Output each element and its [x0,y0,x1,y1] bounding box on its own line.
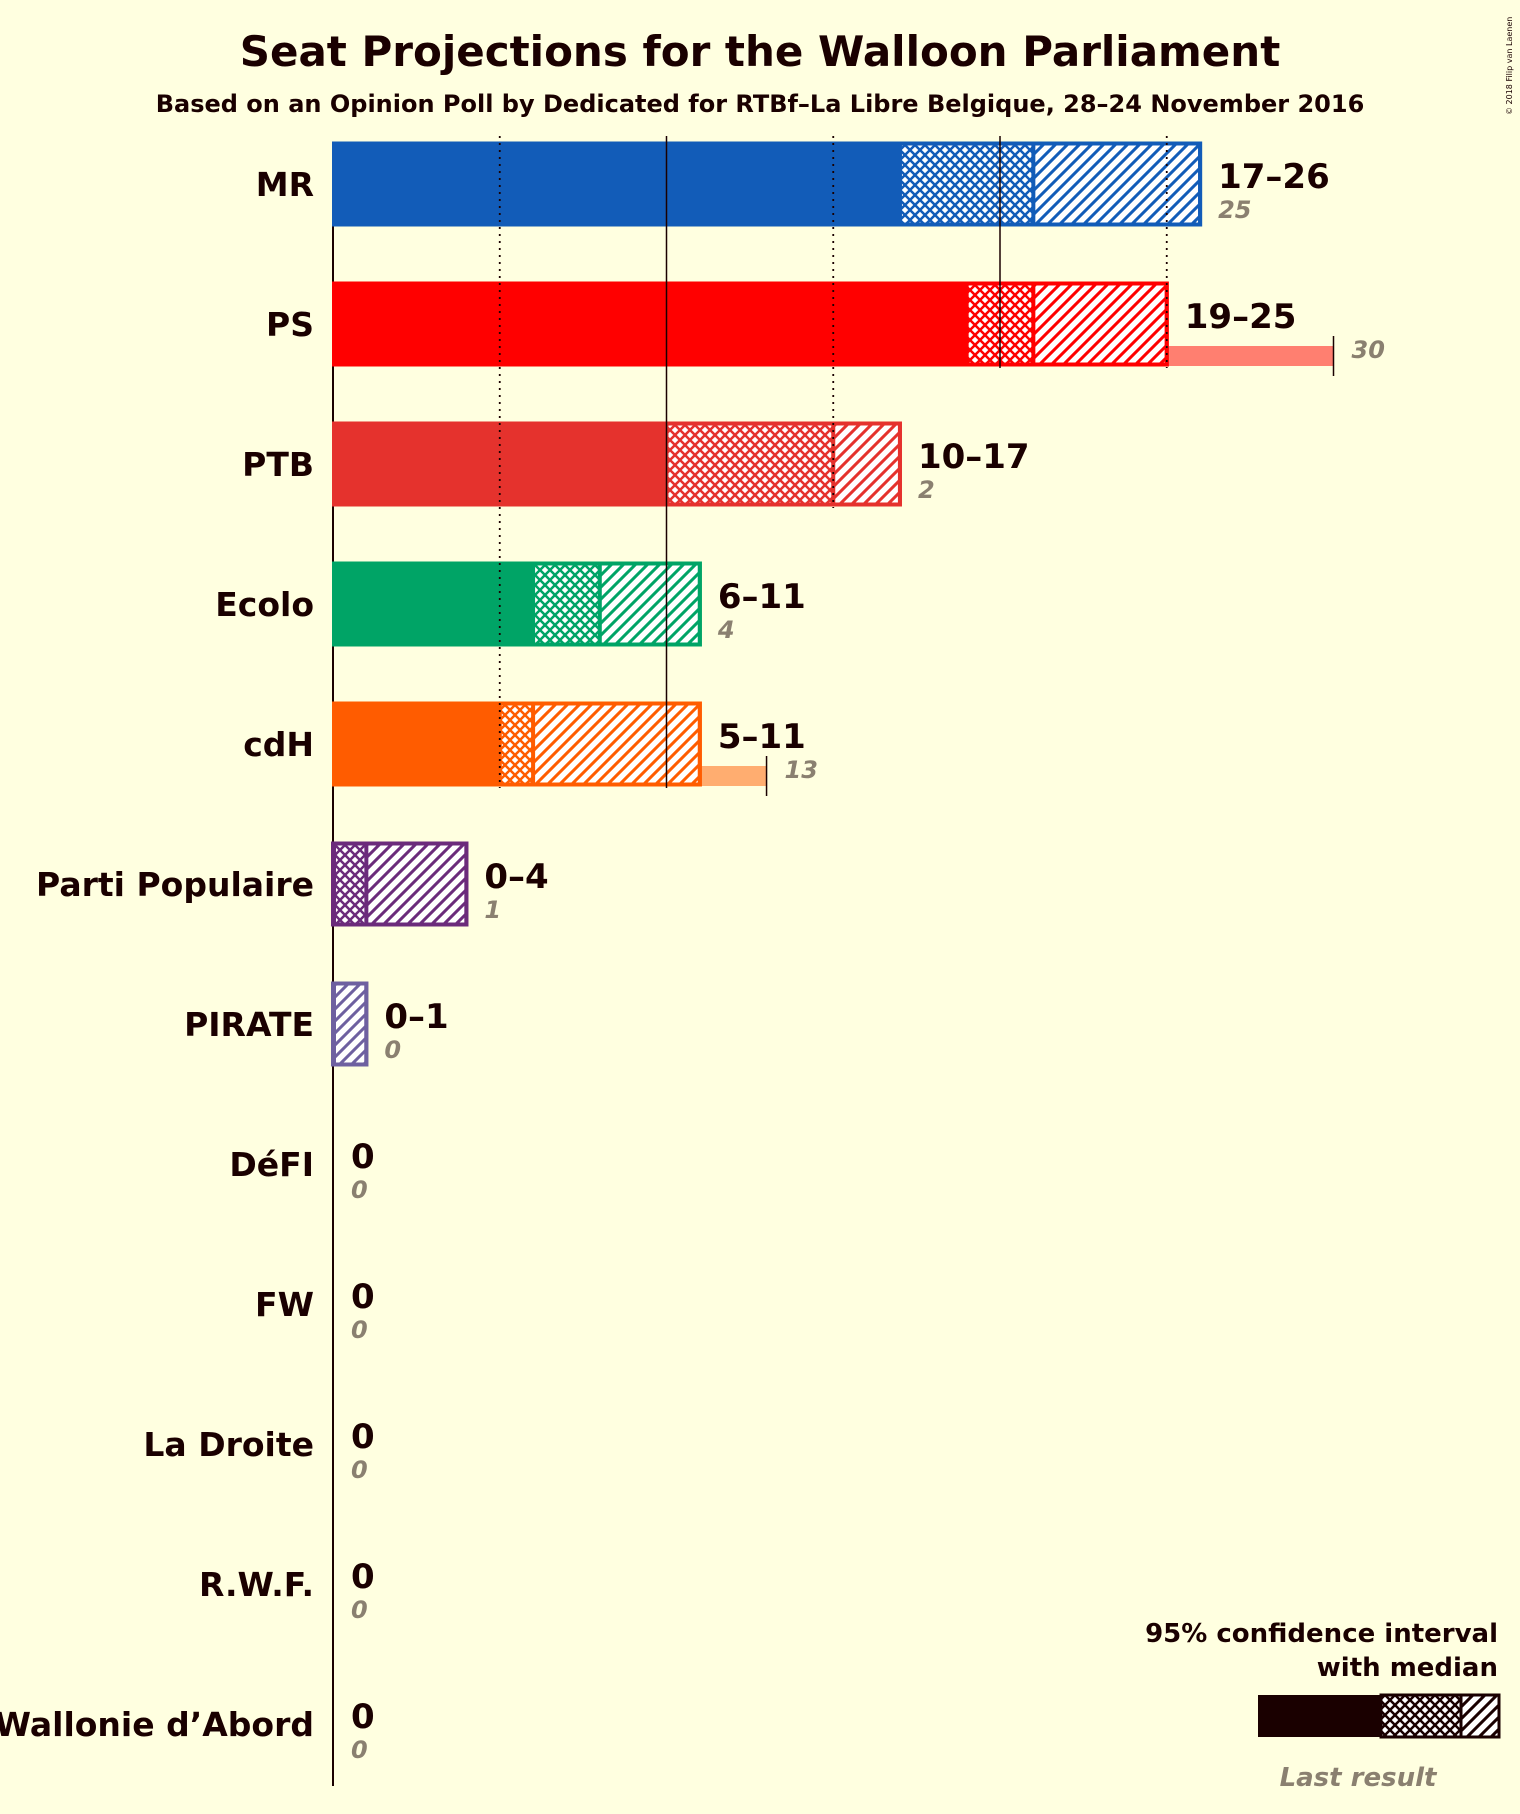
copyright-notice: © 2018 Filip van Laenen [1505,17,1514,115]
hatch-bar [1033,143,1201,225]
last-result-label: 1 [484,896,501,924]
party-row: PTB 10–172 [242,421,1030,507]
bar-outline [332,281,1169,367]
range-label: 0 [351,1557,375,1597]
party-row: R.W.F. 00 [199,1557,375,1624]
legend: 95% confidence interval with median Last… [1145,1619,1501,1793]
range-label: 0 [351,1277,375,1317]
hatch-bar [833,423,900,505]
last-result-label: 0 [351,1456,368,1484]
solid-bar [333,282,967,366]
party-row: Wallonie d’Abord 00 [0,1697,375,1764]
party-row: Ecolo 6–114 [215,561,806,647]
party-row: Parti Populaire 0–41 [36,841,549,927]
bar-outline [332,421,902,507]
last-result-label: 0 [351,1176,368,1204]
range-label: 5–11 [718,717,806,757]
party-row: FW 00 [255,1277,375,1344]
crosshatch-bar [533,563,600,645]
bar-outline [332,841,469,927]
hatch-bar [533,703,700,785]
range-label: 0 [351,1417,375,1457]
range-label: 17–26 [1218,157,1330,197]
party-row: DéFI 00 [229,1137,374,1204]
solid-bar [333,142,900,226]
last-result-label: 0 [351,1316,368,1344]
range-label: 0 [351,1137,375,1177]
party-label: R.W.F. [199,1565,314,1604]
last-result-label: 30 [1352,336,1385,364]
party-label: PIRATE [184,1005,314,1044]
party-label: PTB [242,445,314,484]
range-label: 0–4 [484,857,548,897]
last-result-label: 0 [351,1736,368,1764]
party-label: PS [266,305,314,344]
party-label: MR [256,165,314,204]
last-result-label: 4 [717,616,735,644]
last-result-label: 0 [384,1036,401,1064]
legend-crosshatch-bar [1379,1693,1463,1739]
party-label: La Droite [143,1425,314,1464]
hatch-bar [599,563,700,645]
gridline-overlay [498,136,1335,796]
crosshatch-bar [499,703,534,785]
hatch-bar [333,983,367,1065]
range-label: 19–25 [1185,297,1297,337]
range-label: 0 [351,1697,375,1737]
bar-outline [332,561,702,647]
last-result-label: 13 [785,756,818,784]
solid-bar [333,702,500,786]
crosshatch-bar [899,143,1034,225]
party-label: cdH [243,725,314,764]
last-result-label: 0 [351,1596,368,1624]
legend-solid-bar [1258,1695,1381,1737]
range-label: 0–1 [384,997,448,1037]
hatch-bar [1033,283,1167,365]
bar-outline [332,141,1203,227]
party-label: DéFI [229,1145,314,1184]
last-result-label: 25 [1218,196,1251,224]
solid-bar [333,562,534,646]
party-label: Ecolo [215,585,314,624]
bar-outline [332,701,702,787]
range-label: 6–11 [718,577,806,617]
range-label: 10–17 [918,437,1030,477]
crosshatch-bar [333,843,367,925]
chart-subtitle: Based on an Opinion Poll by Dedicated fo… [156,90,1365,118]
party-label: Wallonie d’Abord [0,1705,314,1744]
party-label: Parti Populaire [36,865,314,904]
party-row: PS 19–25 30 [266,281,1385,367]
hatch-bar [366,843,467,925]
crosshatch-bar [666,423,834,505]
chart-title: Seat Projections for the Walloon Parliam… [240,27,1281,76]
last-result-label: 2 [918,476,935,504]
party-row: PIRATE 0–10 [184,981,449,1067]
legend-last-result-label: Last result [1280,1763,1438,1793]
solid-bar [333,422,667,506]
legend-line2: with median [1317,1653,1498,1683]
party-row: La Droite 00 [143,1417,374,1484]
party-label: FW [255,1285,314,1324]
legend-hatch-bar [1459,1693,1501,1739]
legend-line1: 95% confidence interval [1145,1619,1498,1649]
